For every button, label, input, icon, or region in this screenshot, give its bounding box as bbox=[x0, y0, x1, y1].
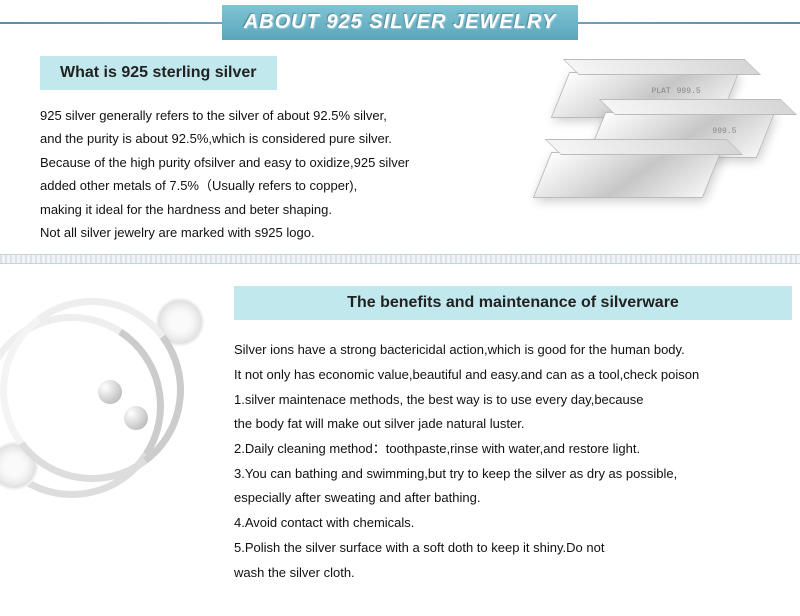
bead-ornament-icon bbox=[98, 380, 122, 404]
flower-ornament-icon bbox=[158, 300, 202, 344]
body-line: 925 silver generally refers to the silve… bbox=[40, 104, 500, 127]
bar-stamp: 999.5 bbox=[712, 127, 736, 136]
bar-stamp: PLAT 999.5 bbox=[651, 87, 700, 96]
body-line: Not all silver jewelry are marked with s… bbox=[40, 221, 500, 244]
body-line: Silver ions have a strong bactericidal a… bbox=[234, 338, 792, 363]
flower-ornament-icon bbox=[0, 444, 36, 488]
section-a-heading: What is 925 sterling silver bbox=[40, 56, 277, 90]
main-banner: ABOUT 925 SILVER JEWELRY bbox=[0, 4, 800, 40]
body-line: added other metals of 7.5%（Usually refer… bbox=[40, 174, 500, 197]
body-line: especially after sweating and after bath… bbox=[234, 486, 792, 511]
section-b-body: Silver ions have a strong bactericidal a… bbox=[234, 338, 792, 585]
silver-bar bbox=[533, 152, 722, 198]
section-divider bbox=[0, 254, 800, 264]
body-line: 1.silver maintenace methods, the best wa… bbox=[234, 388, 792, 413]
section-benefits: The benefits and maintenance of silverwa… bbox=[0, 264, 800, 585]
silver-bars-image: PLAT 999.5 999.5 bbox=[520, 66, 780, 226]
body-line: wash the silver cloth. bbox=[234, 561, 792, 586]
silver-bangle-image bbox=[20, 304, 210, 484]
body-line: and the purity is about 92.5%,which is c… bbox=[40, 127, 500, 150]
bead-ornament-icon bbox=[124, 406, 148, 430]
body-line: Because of the high purity ofsilver and … bbox=[40, 151, 500, 174]
section-what-is: What is 925 sterling silver 925 silver g… bbox=[0, 40, 800, 254]
banner-title: ABOUT 925 SILVER JEWELRY bbox=[222, 5, 579, 40]
section-b-heading: The benefits and maintenance of silverwa… bbox=[234, 286, 792, 320]
section-a-body: 925 silver generally refers to the silve… bbox=[40, 104, 500, 244]
body-line: making it ideal for the hardness and bet… bbox=[40, 198, 500, 221]
section-a-text-column: What is 925 sterling silver 925 silver g… bbox=[40, 56, 500, 244]
body-line: the body fat will make out silver jade n… bbox=[234, 412, 792, 437]
body-line: 2.Daily cleaning method：toothpaste,rinse… bbox=[234, 437, 792, 462]
body-line: 5.Polish the silver surface with a soft … bbox=[234, 536, 792, 561]
section-b-text-column: The benefits and maintenance of silverwa… bbox=[234, 280, 792, 585]
body-line: 4.Avoid contact with chemicals. bbox=[234, 511, 792, 536]
body-line: It not only has economic value,beautiful… bbox=[234, 363, 792, 388]
body-line: 3.You can bathing and swimming,but try t… bbox=[234, 462, 792, 487]
